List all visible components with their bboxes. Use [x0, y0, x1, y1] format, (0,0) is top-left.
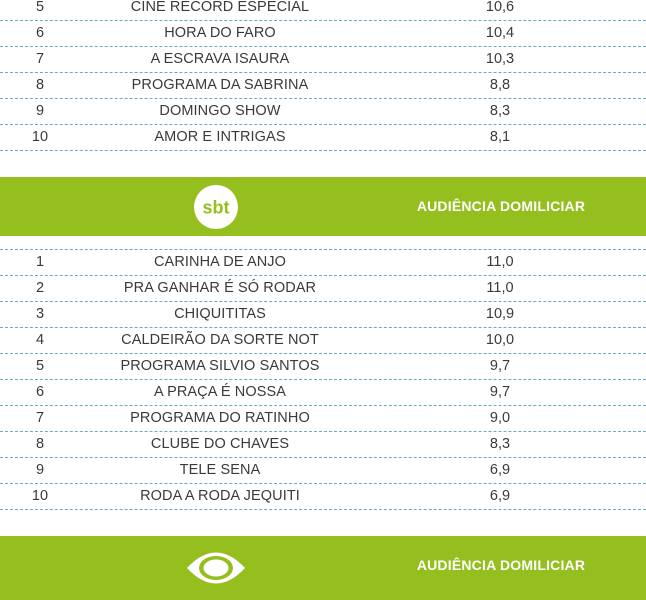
- program-cell: CALDEIRÃO DA SORTE NOT: [121, 332, 319, 348]
- table-row: 5 CINE RECORD ESPECIAL 10,6: [0, 0, 646, 21]
- audience-value-cell: 11,0: [486, 254, 514, 270]
- audience-value-cell: 10,4: [485, 25, 515, 41]
- audience-value-cell: 6,9: [489, 462, 511, 478]
- program-cell: TELE SENA: [179, 462, 261, 478]
- table-row: 10 RODA A RODA JEQUITI 6,9: [0, 484, 646, 510]
- band-eye-logo-icon: [187, 552, 245, 584]
- rank-cell: 10: [31, 488, 49, 504]
- rank-cell: 5: [35, 358, 45, 374]
- program-cell: PROGRAMA DA SABRINA: [131, 77, 309, 93]
- rank-cell: 10: [31, 129, 49, 145]
- table-row: 9 TELE SENA 6,9: [0, 458, 646, 484]
- table-row: 6 HORA DO FARO 10,4: [0, 21, 646, 47]
- audience-value-cell: 8,3: [489, 103, 511, 119]
- rank-cell: 7: [35, 51, 45, 67]
- rank-cell: 8: [35, 436, 45, 452]
- program-cell: PROGRAMA DO RATINHO: [130, 410, 310, 426]
- program-cell: DOMINGO SHOW: [159, 103, 281, 119]
- program-cell: HORA DO FARO: [164, 25, 276, 41]
- band-section-header: AUDIÊNCIA DOMILICIAR: [0, 536, 646, 600]
- rank-cell: 9: [35, 462, 45, 478]
- table-row: 6 A PRAÇA É NOSSA 9,7: [0, 380, 646, 406]
- audience-value-cell: 10,9: [485, 306, 515, 322]
- audience-value-cell: 6,9: [489, 488, 511, 504]
- rank-cell: 8: [35, 77, 45, 93]
- sbt-section-header: sbt AUDIÊNCIA DOMILICIAR: [0, 177, 646, 236]
- audience-value-cell: 8,1: [489, 129, 511, 145]
- audience-value-cell: 8,3: [489, 436, 511, 452]
- program-cell: PRA GANHAR É SÓ RODAR: [123, 280, 317, 296]
- table-row: 8 PROGRAMA DA SABRINA 8,8: [0, 73, 646, 99]
- table-row: 5 PROGRAMA SILVIO SANTOS 9,7: [0, 354, 646, 380]
- rank-cell: 4: [35, 332, 45, 348]
- audience-value-cell: 8,8: [489, 77, 511, 93]
- audience-value-cell: 9,7: [489, 358, 511, 374]
- sbt-logo-icon: sbt: [194, 185, 238, 229]
- table-row: 7 PROGRAMA DO RATINHO 9,0: [0, 406, 646, 432]
- section-title: AUDIÊNCIA DOMILICIAR: [416, 198, 586, 214]
- table-row: 3 CHIQUITITAS 10,9: [0, 302, 646, 328]
- program-cell: PROGRAMA SILVIO SANTOS: [120, 358, 320, 374]
- table-row: 10 AMOR E INTRIGAS 8,1: [0, 125, 646, 151]
- rank-cell: 9: [35, 103, 45, 119]
- audience-value-cell: 10,6: [485, 0, 515, 15]
- table-row: 9 DOMINGO SHOW 8,3: [0, 99, 646, 125]
- program-cell: RODA A RODA JEQUITI: [140, 488, 300, 504]
- table-row: 8 CLUBE DO CHAVES 8,3: [0, 432, 646, 458]
- program-cell: A ESCRAVA ISAURA: [150, 51, 290, 67]
- rank-cell: 6: [35, 384, 45, 400]
- section-title: AUDIÊNCIA DOMILICIAR: [416, 557, 586, 573]
- table-row: 7 A ESCRAVA ISAURA 10,3: [0, 47, 646, 73]
- table-row: 1 CARINHA DE ANJO 11,0: [0, 250, 646, 276]
- audience-value-cell: 10,3: [485, 51, 515, 67]
- table-row: 2 PRA GANHAR É SÓ RODAR 11,0: [0, 276, 646, 302]
- sbt-logo-text: sbt: [203, 198, 230, 218]
- rank-cell: 1: [35, 254, 45, 270]
- table-top-divider: [0, 249, 646, 250]
- audience-value-cell: 10,0: [485, 332, 515, 348]
- program-cell: CHIQUITITAS: [174, 306, 266, 322]
- audience-value-cell: 9,0: [489, 410, 511, 426]
- rank-cell: 5: [35, 0, 45, 15]
- audience-value-cell: 9,7: [489, 384, 511, 400]
- program-cell: AMOR E INTRIGAS: [154, 129, 286, 145]
- audience-value-cell: 11,0: [486, 280, 514, 296]
- program-cell: CARINHA DE ANJO: [153, 254, 287, 270]
- program-cell: A PRAÇA É NOSSA: [153, 384, 287, 400]
- program-cell: CINE RECORD ESPECIAL: [130, 0, 310, 15]
- rank-cell: 2: [35, 280, 45, 296]
- rank-cell: 3: [35, 306, 45, 322]
- program-cell: CLUBE DO CHAVES: [150, 436, 290, 452]
- rank-cell: 6: [35, 25, 45, 41]
- rank-cell: 7: [35, 410, 45, 426]
- table-row: 4 CALDEIRÃO DA SORTE NOT 10,0: [0, 328, 646, 354]
